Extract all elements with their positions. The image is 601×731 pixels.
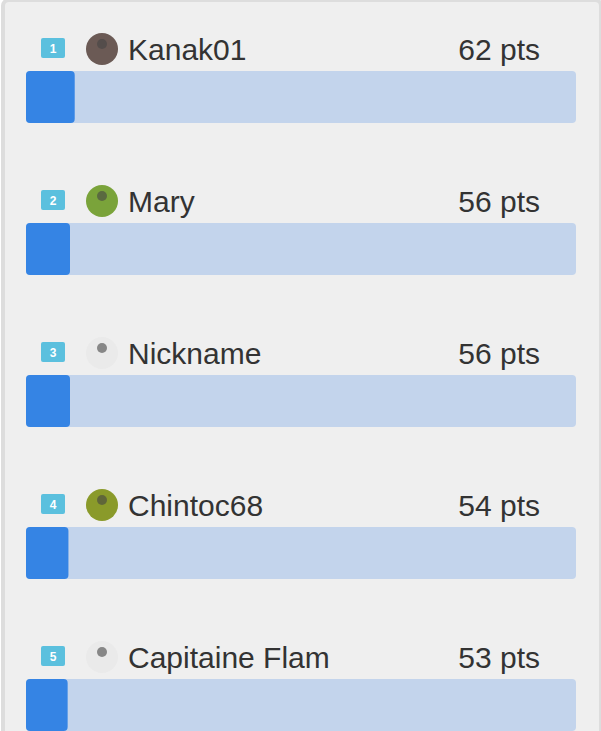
rank: 5 — [50, 650, 57, 664]
rank: 2 — [50, 194, 57, 208]
data-label: 62 pts — [458, 33, 540, 66]
avatar-icon — [97, 495, 107, 505]
avatar — [86, 33, 118, 65]
avatar — [86, 337, 118, 369]
rank-badge — [41, 494, 65, 514]
bar-track — [26, 223, 576, 275]
bar — [26, 375, 70, 427]
rank: 1 — [50, 42, 57, 56]
rank-badge — [41, 646, 65, 666]
rank-badge — [41, 190, 65, 210]
data-label: 56 pts — [458, 185, 540, 218]
rank: 3 — [50, 346, 57, 360]
avatar — [86, 185, 118, 217]
data-label: 53 pts — [458, 641, 540, 674]
bar — [26, 679, 68, 731]
bar-track — [26, 71, 576, 123]
panel — [3, 0, 601, 731]
tracks — [26, 71, 576, 731]
avatar-icon — [97, 343, 107, 353]
data-label: 56 pts — [458, 337, 540, 370]
rank: 4 — [50, 498, 57, 512]
avatar-icon — [97, 647, 107, 657]
player-name: Kanak01 — [128, 33, 246, 66]
bar — [26, 71, 75, 123]
bar — [26, 527, 68, 579]
labels: 1 Kanak01 62 pts 2 Mary 56 pts 3 Nickname 56 pts… — [41, 33, 540, 674]
bar-track — [26, 527, 576, 579]
player-name: Capitaine Flam — [128, 641, 330, 674]
player-name: Nickname — [128, 337, 261, 370]
avatar — [86, 489, 118, 521]
avatar-icon — [97, 191, 107, 201]
leaderboard: 1 Kanak01 62 pts 2 Mary 56 pts 3 Nickname 56 pts… — [0, 0, 601, 731]
bar — [26, 223, 70, 275]
data-label: 54 pts — [458, 489, 540, 522]
rank-badge — [41, 38, 65, 58]
bar-track — [26, 375, 576, 427]
bars — [26, 71, 75, 731]
player-name: Chintoc68 — [128, 489, 263, 522]
rank-badge — [41, 342, 65, 362]
bar-track — [26, 679, 576, 731]
player-name: Mary — [128, 185, 195, 218]
avatar-icon — [97, 39, 107, 49]
avatar — [86, 641, 118, 673]
